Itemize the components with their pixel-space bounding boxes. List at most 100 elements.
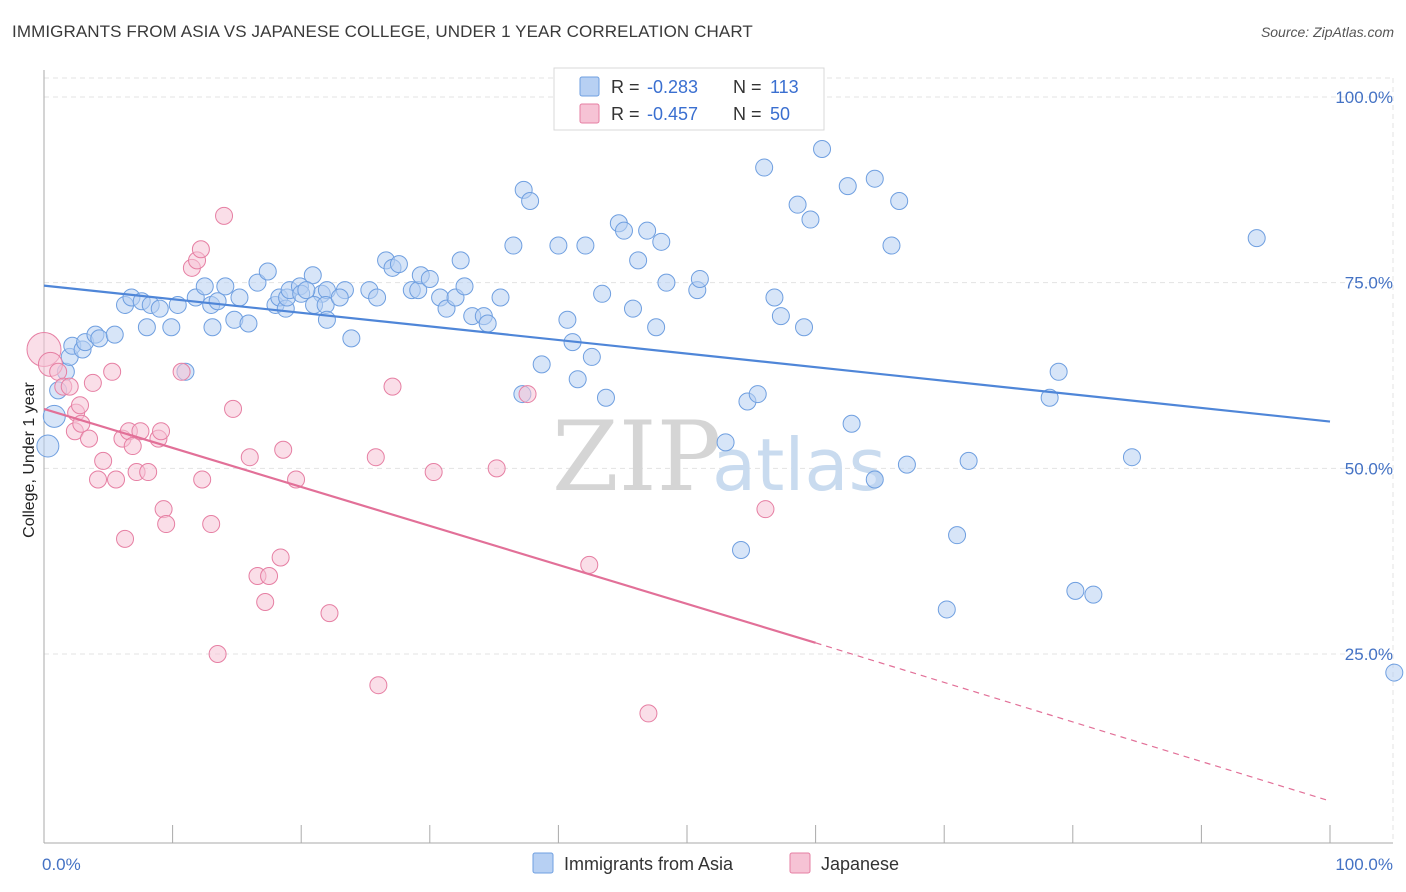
asia-point bbox=[248, 273, 267, 292]
asia-point bbox=[890, 191, 909, 210]
legend-r-value-asia: -0.283 bbox=[647, 77, 698, 97]
asia-point bbox=[771, 307, 790, 326]
legend-series: Immigrants from Asia Japanese bbox=[532, 852, 899, 874]
asia-point bbox=[1040, 388, 1059, 407]
japanese-point bbox=[383, 377, 402, 396]
watermark-atlas: atlas bbox=[712, 423, 886, 507]
asia-point bbox=[593, 284, 612, 303]
bottom-legend-label-japanese: Japanese bbox=[821, 854, 899, 874]
series-japanese-points bbox=[26, 206, 775, 723]
legend-swatch-japanese bbox=[579, 103, 600, 124]
asia-point bbox=[162, 318, 181, 337]
asia-point bbox=[882, 236, 901, 255]
japanese-point bbox=[107, 470, 126, 489]
japanese-point bbox=[71, 396, 90, 415]
asia-point bbox=[937, 600, 956, 619]
legend-n-value-asia: 113 bbox=[770, 77, 799, 97]
japanese-point bbox=[103, 362, 122, 381]
japanese-point bbox=[518, 385, 537, 404]
asia-point bbox=[491, 288, 510, 307]
source-label: Source: ZipAtlas.com bbox=[1260, 24, 1394, 40]
japanese-point bbox=[154, 500, 173, 519]
japanese-point bbox=[60, 377, 79, 396]
japanese-point bbox=[369, 676, 388, 695]
asia-point bbox=[732, 541, 751, 560]
japanese-point bbox=[139, 463, 158, 482]
japanese-point bbox=[260, 567, 279, 586]
asia-point bbox=[216, 277, 235, 296]
asia-point bbox=[865, 169, 884, 188]
legend-swatch-asia bbox=[579, 76, 600, 97]
y-tick-label: 100.0% bbox=[1335, 88, 1393, 107]
asia-point bbox=[230, 288, 249, 307]
legend-r-label-asia: R = bbox=[611, 77, 640, 97]
japanese-point bbox=[80, 429, 99, 448]
legend-r-value-japanese: -0.457 bbox=[647, 104, 698, 124]
asia-point bbox=[795, 318, 814, 337]
asia-point bbox=[748, 385, 767, 404]
asia-point bbox=[801, 210, 820, 229]
asia-point bbox=[558, 310, 577, 329]
asia-point bbox=[521, 191, 540, 210]
legend-stats: R = -0.283 N = 113 R = -0.457 N = 50 bbox=[553, 67, 825, 131]
x-tick-label-min: 0.0% bbox=[42, 855, 81, 874]
series-asia-points bbox=[36, 139, 1404, 682]
asia-point bbox=[389, 255, 408, 274]
data-points bbox=[26, 139, 1404, 723]
trend-lines bbox=[43, 284, 1331, 802]
watermark-zip: ZIP bbox=[552, 401, 721, 513]
asia-point bbox=[137, 318, 156, 337]
japanese-point bbox=[152, 422, 171, 441]
legend-n-label-japanese: N = bbox=[733, 104, 762, 124]
japanese-point bbox=[271, 548, 290, 567]
asia-point bbox=[1066, 581, 1085, 600]
x-tick-label-max: 100.0% bbox=[1335, 855, 1393, 874]
asia-point bbox=[838, 177, 857, 196]
asia-point bbox=[652, 232, 671, 251]
legend-r-label-japanese: R = bbox=[611, 104, 640, 124]
trend-line-japanese-extension bbox=[815, 642, 1331, 802]
japanese-point bbox=[131, 422, 150, 441]
asia-point bbox=[549, 236, 568, 255]
japanese-point bbox=[756, 500, 775, 519]
asia-point bbox=[568, 370, 587, 389]
japanese-point bbox=[202, 515, 221, 534]
asia-point bbox=[765, 288, 784, 307]
legend-n-value-japanese: 50 bbox=[770, 104, 790, 124]
asia-point bbox=[297, 281, 316, 300]
asia-point bbox=[813, 139, 832, 158]
asia-point bbox=[865, 470, 884, 489]
japanese-point bbox=[116, 529, 135, 548]
asia-point bbox=[755, 158, 774, 177]
bottom-legend-label-asia: Immigrants from Asia bbox=[564, 854, 734, 874]
japanese-point bbox=[193, 470, 212, 489]
asia-point bbox=[420, 269, 439, 288]
japanese-point bbox=[487, 459, 506, 478]
asia-point bbox=[342, 329, 361, 348]
asia-point bbox=[451, 251, 470, 270]
asia-point bbox=[478, 314, 497, 333]
asia-point bbox=[1049, 362, 1068, 381]
japanese-point bbox=[208, 645, 227, 663]
asia-point bbox=[716, 433, 735, 452]
japanese-point bbox=[215, 206, 234, 225]
gridlines: 25.0% 50.0% 75.0% 100.0% bbox=[44, 77, 1394, 843]
japanese-point bbox=[157, 515, 176, 534]
japanese-point bbox=[224, 399, 243, 418]
trend-line-japanese bbox=[43, 407, 816, 644]
asia-point bbox=[504, 236, 523, 255]
asia-point bbox=[90, 329, 109, 348]
asia-point bbox=[239, 314, 258, 333]
japanese-point bbox=[639, 704, 658, 723]
asia-point bbox=[208, 292, 227, 311]
asia-point bbox=[582, 347, 601, 366]
y-tick-label: 50.0% bbox=[1345, 459, 1393, 478]
asia-point bbox=[1084, 585, 1103, 604]
chart-title: IMMIGRANTS FROM ASIA VS JAPANESE COLLEGE… bbox=[12, 22, 753, 41]
y-axis-title: College, Under 1 year bbox=[21, 382, 38, 538]
asia-point bbox=[532, 355, 551, 374]
japanese-point bbox=[580, 555, 599, 574]
asia-point bbox=[330, 288, 349, 307]
asia-point bbox=[195, 277, 214, 296]
